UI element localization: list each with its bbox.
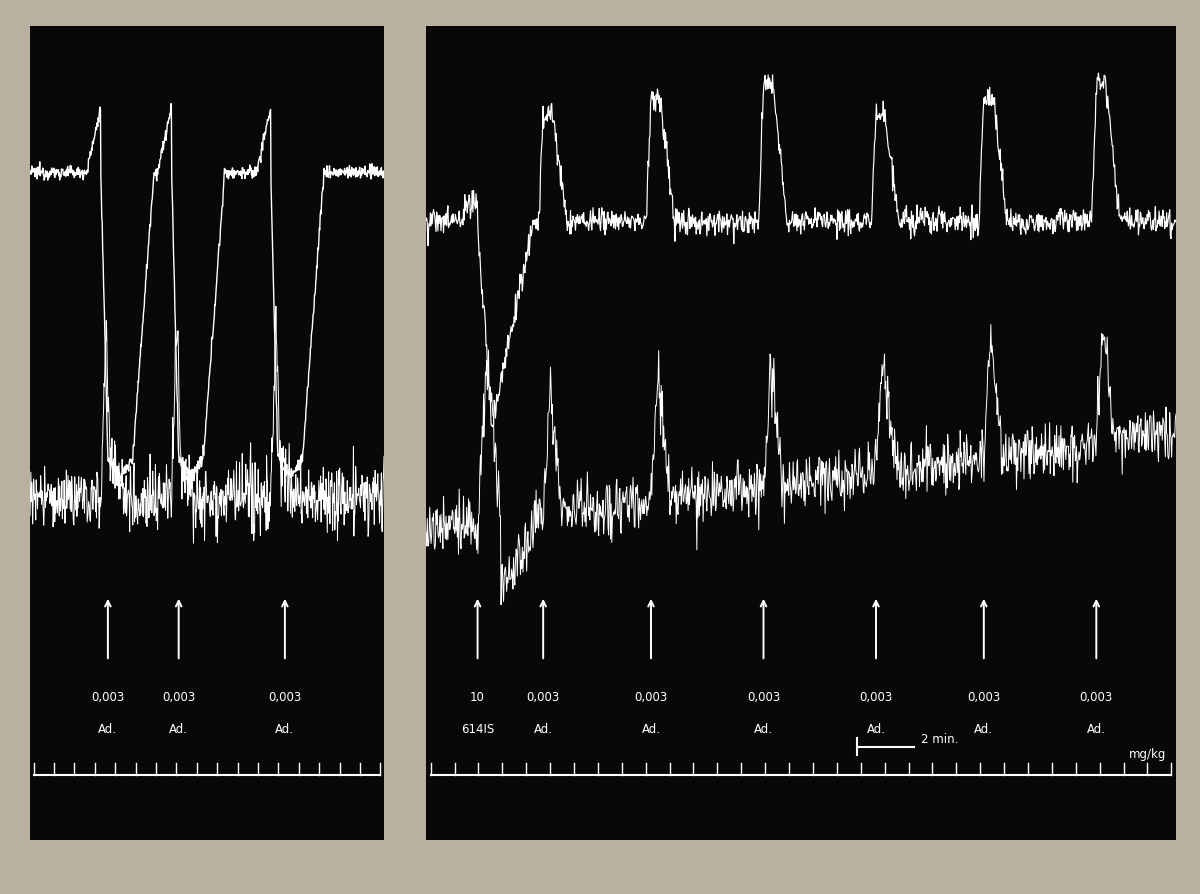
Text: 0,003: 0,003 (967, 690, 1001, 703)
Text: 10: 10 (470, 690, 485, 703)
Text: 0,003: 0,003 (859, 690, 893, 703)
Text: 0,003: 0,003 (162, 690, 196, 703)
Text: 2 min.: 2 min. (920, 732, 958, 746)
Text: 0,003: 0,003 (746, 690, 780, 703)
Text: Ad.: Ad. (98, 722, 118, 736)
Text: 0,003: 0,003 (635, 690, 667, 703)
Text: Ad.: Ad. (754, 722, 773, 736)
Text: Ad.: Ad. (534, 722, 553, 736)
Text: 0,003: 0,003 (527, 690, 560, 703)
Text: 0,003: 0,003 (1080, 690, 1112, 703)
Text: Ad.: Ad. (169, 722, 188, 736)
Text: 0,003: 0,003 (269, 690, 301, 703)
Text: Ad.: Ad. (275, 722, 294, 736)
Text: 614IS: 614IS (461, 722, 494, 736)
Text: mg/kg: mg/kg (1129, 746, 1166, 760)
Text: Ad.: Ad. (1087, 722, 1106, 736)
Text: Ad.: Ad. (866, 722, 886, 736)
Text: Ad.: Ad. (974, 722, 994, 736)
Text: 0,003: 0,003 (91, 690, 125, 703)
Text: Ad.: Ad. (642, 722, 660, 736)
